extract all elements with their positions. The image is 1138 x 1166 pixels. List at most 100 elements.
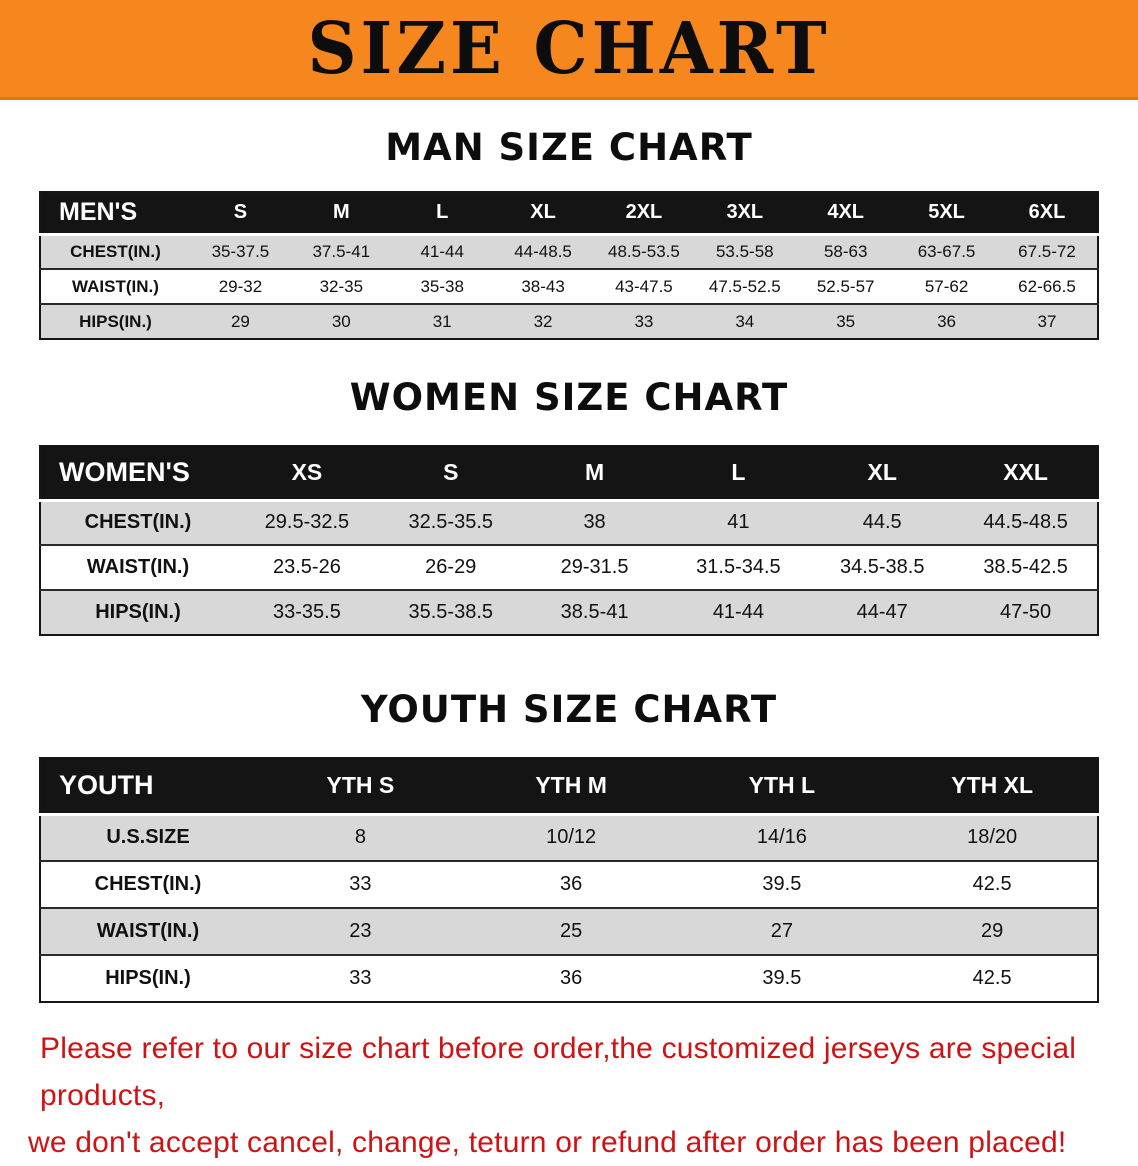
size-value-cell: 33 — [255, 860, 466, 908]
size-value-cell: 31.5-34.5 — [666, 544, 811, 590]
row-label-cell: CHEST(IN.) — [40, 233, 190, 269]
size-value-cell: 34 — [694, 303, 796, 339]
size-value-cell: 47-50 — [954, 589, 1098, 635]
size-header-cell: 2XL — [593, 192, 695, 236]
row-label-cell: CHEST(IN.) — [40, 499, 235, 545]
table-row: HIPS(IN.) 29 30 31 32 33 34 35 36 37 — [40, 303, 1098, 339]
row-label-cell: WAIST(IN.) — [40, 907, 255, 955]
size-value-cell: 63-67.5 — [896, 233, 997, 269]
table-row: HIPS(IN.) 33 36 39.5 42.5 — [40, 954, 1098, 1002]
size-value-cell: 29-32 — [190, 268, 291, 304]
size-value-cell: 14/16 — [676, 813, 888, 861]
size-value-cell: 23 — [255, 907, 466, 955]
size-value-cell: 44-47 — [810, 589, 955, 635]
size-value-cell: 32-35 — [290, 268, 392, 304]
size-value-cell: 25 — [465, 907, 677, 955]
size-value-cell: 39.5 — [676, 860, 888, 908]
size-header-cell: L — [391, 192, 493, 236]
youth-size-section: YOUTH SIZE CHART YOUTH YTH S YTH M YTH L YTH… — [0, 688, 1138, 1003]
size-value-cell: 42.5 — [887, 954, 1098, 1002]
table-row: CHEST(IN.) 29.5-32.5 32.5-35.5 38 41 44.5 44.5… — [40, 499, 1098, 545]
size-header-cell: YTH S — [255, 758, 466, 816]
size-value-cell: 36 — [465, 860, 677, 908]
size-chart-banner: SIZE CHART — [0, 0, 1138, 100]
size-value-cell: 44-48.5 — [492, 233, 594, 269]
women-section-heading: WOMEN SIZE CHART — [349, 376, 789, 419]
man-size-section: MAN SIZE CHART MEN'S S M L XL 2XL 3XL 4XL 5XL 6XL… — [0, 126, 1138, 340]
size-value-cell: 34.5-38.5 — [810, 544, 955, 590]
size-value-cell: 32 — [492, 303, 594, 339]
table-title-cell: WOMEN'S — [40, 446, 235, 502]
size-value-cell: 41-44 — [391, 233, 493, 269]
size-value-cell: 10/12 — [465, 813, 677, 861]
size-value-cell: 38-43 — [492, 268, 594, 304]
size-value-cell: 18/20 — [887, 813, 1098, 861]
banner-title: SIZE CHART — [307, 6, 831, 91]
size-value-cell: 57-62 — [896, 268, 997, 304]
size-value-cell: 44.5 — [810, 499, 955, 545]
size-value-cell: 53.5-58 — [694, 233, 796, 269]
size-header-cell: YTH XL — [887, 758, 1098, 816]
size-value-cell: 35 — [795, 303, 897, 339]
size-value-cell: 27 — [676, 907, 888, 955]
size-value-cell: 29.5-32.5 — [235, 499, 379, 545]
row-label-cell: HIPS(IN.) — [40, 954, 255, 1002]
size-header-cell: M — [522, 446, 667, 502]
size-header-cell: 6XL — [997, 192, 1098, 236]
table-row: WAIST(IN.) 29-32 32-35 35-38 38-43 43-47.5 47.… — [40, 268, 1098, 304]
size-value-cell: 29-31.5 — [522, 544, 667, 590]
size-value-cell: 37.5-41 — [290, 233, 392, 269]
size-value-cell: 39.5 — [676, 954, 888, 1002]
size-value-cell: 52.5-57 — [795, 268, 897, 304]
size-value-cell: 35-38 — [391, 268, 493, 304]
table-header-row: MEN'S S M L XL 2XL 3XL 4XL 5XL 6XL — [40, 192, 1098, 236]
size-value-cell: 33-35.5 — [235, 589, 379, 635]
table-row: CHEST(IN.) 33 36 39.5 42.5 — [40, 860, 1098, 908]
table-row: WAIST(IN.) 23.5-26 26-29 29-31.5 31.5-34.5 34… — [40, 544, 1098, 590]
row-label-cell: WAIST(IN.) — [40, 544, 235, 590]
size-value-cell: 47.5-52.5 — [694, 268, 796, 304]
size-header-cell: XS — [235, 446, 379, 502]
size-value-cell: 31 — [391, 303, 493, 339]
man-section-heading: MAN SIZE CHART — [385, 126, 753, 169]
size-value-cell: 38.5-42.5 — [954, 544, 1098, 590]
size-header-cell: S — [190, 192, 291, 236]
size-value-cell: 36 — [896, 303, 997, 339]
size-value-cell: 29 — [190, 303, 291, 339]
table-title-cell: YOUTH — [40, 758, 255, 816]
women-size-section: WOMEN SIZE CHART WOMEN'S XS S M L XL XXL CHEST(… — [0, 376, 1138, 636]
size-value-cell: 44.5-48.5 — [954, 499, 1098, 545]
size-header-cell: XXL — [954, 446, 1098, 502]
size-header-cell: YTH M — [465, 758, 677, 816]
size-value-cell: 23.5-26 — [235, 544, 379, 590]
size-value-cell: 58-63 — [795, 233, 897, 269]
table-title-cell: MEN'S — [40, 192, 190, 236]
table-row: CHEST(IN.) 35-37.5 37.5-41 41-44 44-48.5 48.5… — [40, 233, 1098, 269]
size-value-cell: 35-37.5 — [190, 233, 291, 269]
size-value-cell: 37 — [997, 303, 1098, 339]
size-value-cell: 33 — [593, 303, 695, 339]
size-value-cell: 42.5 — [887, 860, 1098, 908]
size-header-cell: L — [666, 446, 811, 502]
row-label-cell: U.S.SIZE — [40, 813, 255, 861]
size-header-cell: 5XL — [896, 192, 997, 236]
table-row: WAIST(IN.) 23 25 27 29 — [40, 907, 1098, 955]
size-value-cell: 48.5-53.5 — [593, 233, 695, 269]
size-value-cell: 41-44 — [666, 589, 811, 635]
row-label-cell: WAIST(IN.) — [40, 268, 190, 304]
row-label-cell: CHEST(IN.) — [40, 860, 255, 908]
size-value-cell: 33 — [255, 954, 466, 1002]
size-value-cell: 30 — [290, 303, 392, 339]
man-size-table: MEN'S S M L XL 2XL 3XL 4XL 5XL 6XL CHEST(IN.) 35-37… — [39, 191, 1099, 340]
size-header-cell: 3XL — [694, 192, 796, 236]
footer-note: Please refer to our size chart before or… — [0, 1025, 1138, 1166]
size-value-cell: 32.5-35.5 — [378, 499, 523, 545]
youth-size-table: YOUTH YTH S YTH M YTH L YTH XL U.S.SIZE 8 10/12… — [39, 757, 1099, 1003]
size-header-cell: XL — [492, 192, 594, 236]
footer-line-2: we don't accept cancel, change, teturn o… — [28, 1126, 1067, 1159]
size-header-cell: 4XL — [795, 192, 897, 236]
size-value-cell: 29 — [887, 907, 1098, 955]
size-value-cell: 38.5-41 — [522, 589, 667, 635]
size-header-cell: S — [378, 446, 523, 502]
footer-line-1: Please refer to our size chart before or… — [40, 1032, 1077, 1112]
